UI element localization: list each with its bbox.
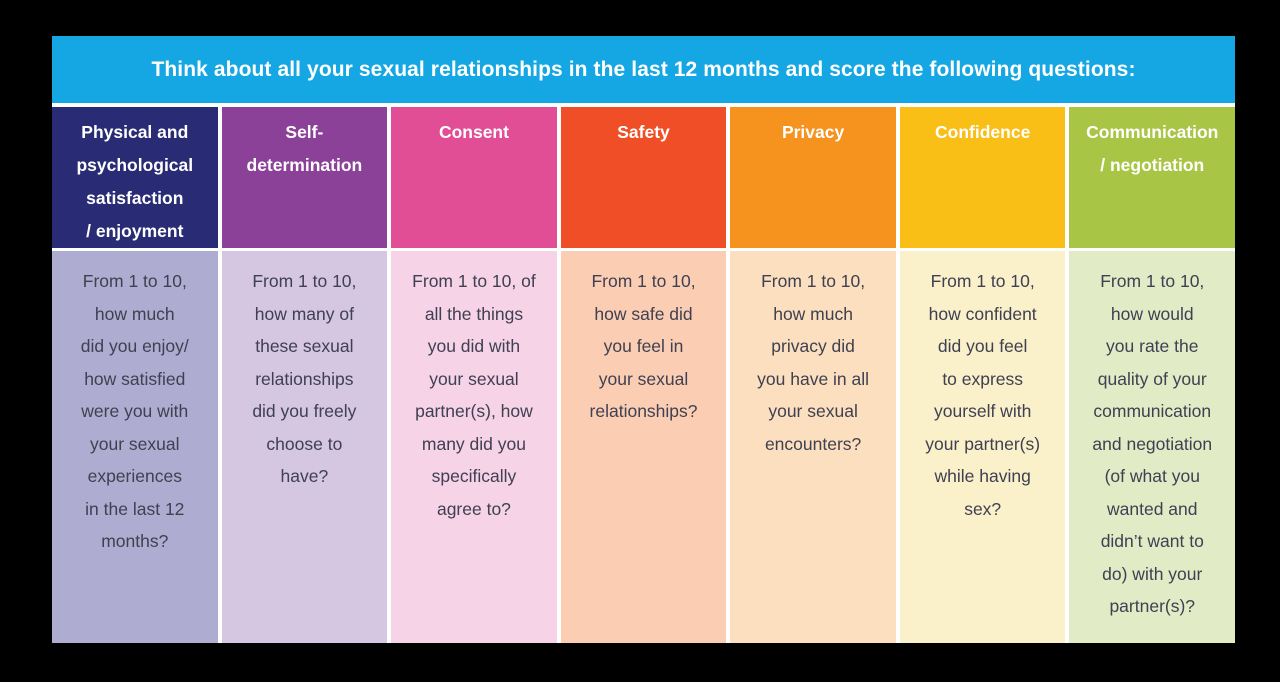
question-cell-communication: From 1 to 10, how would you rate the qua… (1069, 251, 1236, 643)
question-cell-confidence: From 1 to 10, how confident did you feel… (899, 251, 1066, 643)
instruction-banner: Think about all your sexual relationship… (52, 36, 1235, 103)
column-header-privacy: Privacy (730, 107, 896, 248)
column-header-self-determination: Self- determination (221, 107, 388, 248)
column-header-satisfaction: Physical and psychological satisfaction … (52, 107, 218, 248)
question-cell-self-determination: From 1 to 10, how many of these sexual r… (221, 251, 388, 643)
question-cell-consent: From 1 to 10, of all the things you did … (391, 251, 557, 643)
header-row: Physical and psychological satisfaction … (52, 107, 1236, 248)
column-header-consent: Consent (391, 107, 557, 248)
questions-table-card: Think about all your sexual relationship… (52, 36, 1236, 643)
question-row: From 1 to 10, how much did you enjoy/ ho… (52, 251, 1236, 643)
question-cell-privacy: From 1 to 10, how much privacy did you h… (730, 251, 896, 643)
questions-table: Physical and psychological satisfaction … (52, 107, 1236, 643)
column-header-confidence: Confidence (899, 107, 1066, 248)
question-cell-satisfaction: From 1 to 10, how much did you enjoy/ ho… (52, 251, 218, 643)
column-header-communication: Communication / negotiation (1069, 107, 1236, 248)
column-header-safety: Safety (560, 107, 727, 248)
question-cell-safety: From 1 to 10, how safe did you feel in y… (560, 251, 727, 643)
